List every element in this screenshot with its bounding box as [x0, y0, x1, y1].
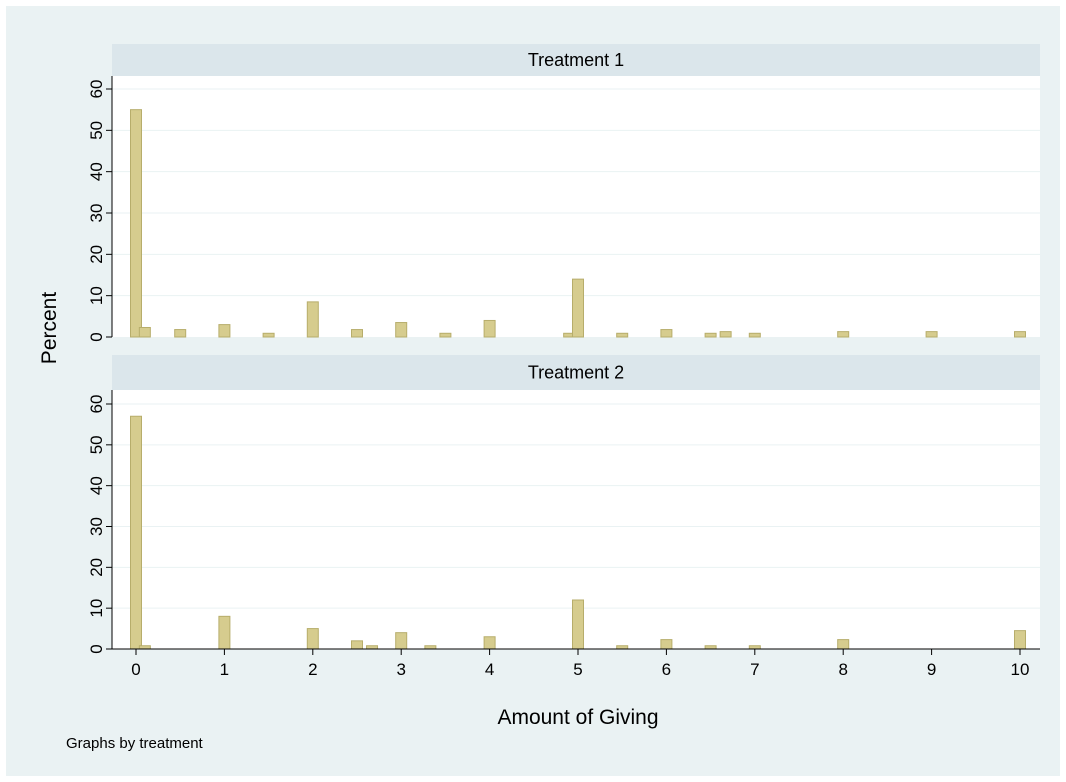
y-tick-label: 10: [87, 599, 106, 618]
panel-title-2: Treatment 2: [528, 363, 624, 383]
histogram-bar: [130, 415, 142, 650]
y-tick-label: 10: [87, 286, 106, 305]
y-tick-label: 40: [87, 162, 106, 181]
x-tick-label: 7: [750, 660, 759, 679]
y-tick-label: 20: [87, 558, 106, 577]
histogram-bar: [572, 599, 584, 650]
histogram-bar: [660, 329, 673, 338]
y-tick-label: 30: [87, 204, 106, 223]
y-tick-label: 60: [87, 395, 106, 414]
histogram-bar: [174, 329, 187, 338]
panel-strip-2: [112, 355, 1040, 390]
histogram-bar: [837, 331, 850, 338]
x-tick-label: 9: [927, 660, 936, 679]
x-tick-label: 0: [131, 660, 140, 679]
histogram-bar: [218, 615, 231, 650]
histogram-bar: [395, 322, 408, 338]
histogram-bar: [660, 639, 673, 650]
x-tick-label: 6: [662, 660, 671, 679]
y-tick-label: 20: [87, 245, 106, 264]
histogram-bar: [262, 332, 275, 338]
x-tick-label: 2: [308, 660, 317, 679]
x-tick-label: 4: [485, 660, 494, 679]
histogram-bar: [483, 636, 496, 650]
y-tick-label: 50: [87, 121, 106, 140]
histogram-bar: [395, 632, 408, 650]
histogram-bar: [719, 331, 732, 338]
panel-strip-1: [112, 44, 1040, 76]
histogram-bar: [616, 332, 629, 338]
y-tick-label: 60: [87, 80, 106, 99]
y-tick-label: 50: [87, 435, 106, 454]
histogram-bar: [218, 324, 231, 338]
histogram-bar: [483, 319, 496, 338]
x-tick-label: 8: [838, 660, 847, 679]
x-tick-label: 1: [220, 660, 229, 679]
histogram-bar: [351, 329, 363, 338]
histogram-bar: [306, 628, 319, 650]
histogram-bar: [351, 640, 363, 650]
x-tick-label: 10: [1011, 660, 1030, 679]
histogram-bar: [439, 332, 452, 338]
panel-title-1: Treatment 1: [528, 50, 624, 70]
histogram-bar: [1014, 331, 1026, 338]
figure-background: Treatment 1 0 10 20 30 40 50 60 Treatment 2 0 10 20…: [6, 6, 1060, 776]
y-tick-label: 0: [87, 332, 106, 341]
y-tick-label: 30: [87, 517, 106, 536]
histogram-bar: [130, 109, 142, 338]
y-axis-title: Percent: [38, 292, 61, 365]
x-tick-label: 5: [573, 660, 582, 679]
histogram-bar: [138, 326, 151, 338]
histogram-bar: [306, 301, 319, 338]
histogram-bar: [1014, 630, 1026, 650]
histogram-bar: [572, 278, 584, 338]
y-tick-label: 40: [87, 476, 106, 495]
graphs-by-note: Graphs by treatment: [66, 735, 204, 752]
histogram-bar: [704, 332, 717, 338]
x-tick-label: 3: [396, 660, 405, 679]
histogram-bar: [837, 639, 850, 650]
histogram-bar: [748, 332, 761, 338]
x-axis-title: Amount of Giving: [497, 706, 658, 729]
histogram-bar: [925, 331, 938, 338]
y-tick-label: 0: [87, 644, 106, 653]
